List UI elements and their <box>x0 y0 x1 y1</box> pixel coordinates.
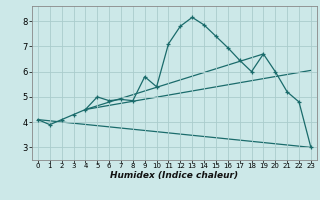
X-axis label: Humidex (Indice chaleur): Humidex (Indice chaleur) <box>110 171 238 180</box>
